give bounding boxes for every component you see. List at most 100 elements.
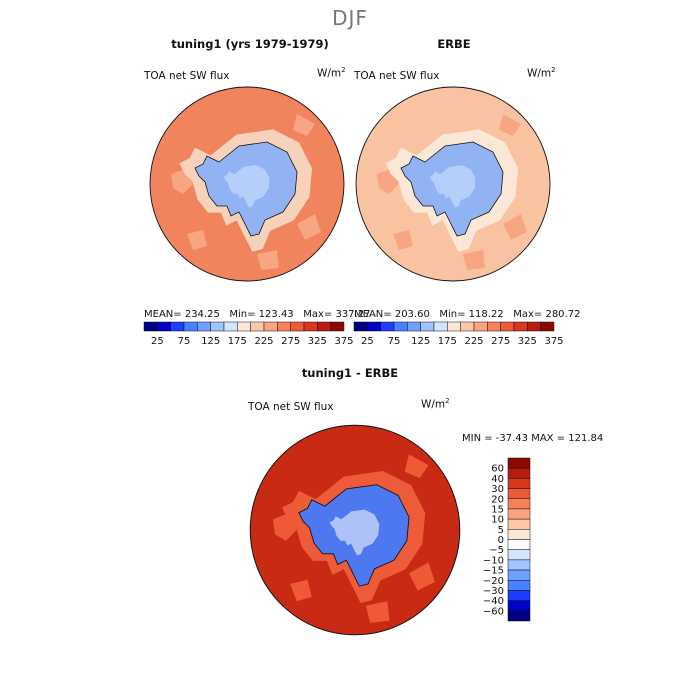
panel-variable-label: TOA net SW flux: [248, 401, 334, 413]
field-patch: [503, 214, 527, 240]
field-patch: [257, 250, 279, 270]
mean-value: MEAN= 234.25: [144, 309, 220, 320]
colorbar-tick-label: 275: [491, 336, 510, 347]
field-patch: [290, 579, 312, 602]
colorbar-swatch: [157, 321, 171, 332]
colorbar-swatch: [277, 321, 291, 332]
colorbar-swatch: [353, 321, 368, 332]
colorbar-swatch: [460, 321, 475, 332]
colorbar-tick-label: 75: [178, 336, 191, 347]
colorbar-swatch: [507, 549, 531, 561]
colorbar-swatch: [237, 321, 251, 332]
panel-units-label: W/m2: [527, 66, 556, 80]
colorbar-swatch: [540, 321, 555, 332]
colorbar-tick-label: 20: [491, 494, 504, 505]
colorbar-swatch: [507, 529, 531, 540]
panel-title-model: tuning1 (yrs 1979-1979): [171, 37, 329, 51]
colorbar-swatch: [507, 498, 531, 510]
colorbar-tick-label: 10: [491, 515, 504, 526]
colorbar-swatch: [487, 321, 501, 332]
colorbar-tick-label: 30: [491, 484, 504, 495]
colorbar-swatch: [290, 321, 305, 332]
mean-value: MEAN= 203.60: [354, 309, 430, 320]
colorbar-swatch: [433, 321, 448, 332]
field-patch: [463, 250, 485, 270]
colorbar-tick-label: 225: [254, 336, 273, 347]
colorbar-tick-label: 60: [491, 464, 504, 475]
colorbar-swatch: [507, 539, 531, 550]
colorbar-tick-label: 125: [411, 336, 430, 347]
field-patch: [499, 114, 521, 136]
colorbar-tick-label: −20: [483, 576, 504, 587]
colorbar-swatch: [143, 321, 158, 332]
colorbar-swatch: [183, 321, 198, 332]
interior-field: [223, 165, 270, 208]
panel-stats: MEAN= 203.60 Min= 118.22 Max= 280.72: [354, 309, 580, 320]
colorbar-swatch: [507, 590, 531, 601]
field-patch: [365, 601, 390, 623]
colorbar-tick-label: −40: [483, 596, 504, 607]
colorbar-swatch: [513, 321, 528, 332]
colorbar-tick-label: 5: [498, 525, 504, 536]
colorbar-swatch: [263, 321, 278, 332]
colorbar-swatch: [507, 580, 531, 591]
colorbar-tick-label: 25: [361, 336, 374, 347]
panel-variable-label: TOA net SW flux: [144, 70, 230, 82]
colorbar-swatch: [330, 321, 345, 332]
colorbar-tick-label: 175: [438, 336, 457, 347]
interior-field: [429, 165, 476, 208]
colorbar-swatch: [303, 321, 318, 332]
colorbar-tick-label: 325: [518, 336, 537, 347]
colorbar-swatch: [507, 600, 531, 612]
colorbar-swatch: [507, 518, 531, 530]
colorbar-swatch: [507, 488, 531, 499]
colorbar-swatch: [380, 321, 395, 332]
colorbar-swatch: [507, 610, 531, 622]
max-value: Max= 280.72: [513, 309, 581, 320]
colorbar-tick-label: 375: [334, 336, 353, 347]
colorbar-tick-label: 375: [544, 336, 563, 347]
panel-title-obs: ERBE: [437, 37, 471, 51]
panel-stats: MEAN= 234.25 Min= 123.43 Max= 337.27: [144, 309, 370, 320]
field-patch: [409, 562, 435, 591]
colorbar-tick-label: 40: [491, 474, 504, 485]
colorbar-swatch: [447, 321, 461, 332]
colorbar-swatch: [507, 478, 531, 489]
min-value: Min= 123.43: [229, 309, 294, 320]
colorbar-swatch: [407, 321, 421, 332]
colorbar-tick-label: 325: [308, 336, 327, 347]
polar-map-diff: [249, 424, 461, 636]
colorbar-swatch: [507, 508, 531, 520]
colorbar-swatch: [197, 321, 211, 332]
colorbar-swatch: [473, 321, 488, 332]
colorbar-swatch: [507, 457, 531, 469]
colorbar-swatch: [367, 321, 381, 332]
colorbar-tick-label: 225: [464, 336, 483, 347]
colorbar-swatch: [507, 569, 531, 581]
colorbar-tick-label: 75: [388, 336, 401, 347]
colorbar-swatch: [223, 321, 238, 332]
colorbar-swatch: [420, 321, 435, 332]
colorbar-tick-label: 15: [491, 504, 504, 515]
interior-field: [329, 509, 380, 556]
colorbar-tick-label: −15: [483, 566, 504, 577]
panel-title-diff: tuning1 - ERBE: [301, 366, 399, 380]
colorbar-swatch: [250, 321, 265, 332]
colorbar-obs: 25 75 125 175 225 275 325 375: [353, 321, 564, 347]
colorbar-swatch: [317, 321, 331, 332]
colorbar-swatch: [507, 559, 531, 571]
field-patch: [187, 230, 207, 250]
polar-map-model: [149, 86, 345, 282]
colorbar-swatch: [500, 321, 515, 332]
map-border: [249, 424, 461, 636]
map-border: [355, 86, 551, 282]
colorbar-tick-label: 25: [151, 336, 164, 347]
colorbar-tick-label: 0: [498, 535, 504, 546]
field-patch: [297, 214, 321, 240]
colorbar-tick-label: 175: [228, 336, 247, 347]
colorbar-swatch: [527, 321, 541, 332]
colorbar-tick-label: −60: [483, 606, 504, 617]
colorbar-tick-label: 275: [281, 336, 300, 347]
diff-min-max: MIN = -37.43 MAX = 121.84: [462, 433, 604, 444]
